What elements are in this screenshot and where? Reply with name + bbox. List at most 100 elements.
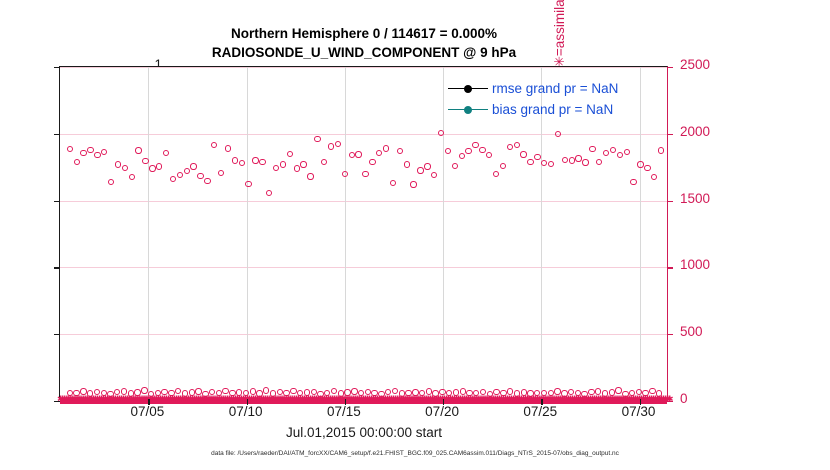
- data-point-obs-possible: [609, 146, 617, 154]
- data-point-obs-low-count: [418, 389, 426, 397]
- data-point-obs-low-count: [86, 390, 94, 397]
- data-point-obs-possible: [651, 174, 658, 181]
- data-point-obs-low-count: [554, 388, 561, 395]
- data-point-obs-possible: [224, 145, 232, 152]
- data-point-obs-low-count: [385, 388, 392, 395]
- x-axis-tick: [443, 399, 445, 405]
- y-axis-left-tick: [54, 334, 60, 336]
- data-point-obs-possible: [149, 165, 156, 172]
- data-point-obs-low-count: [147, 390, 155, 397]
- data-point-obs-possible: [94, 151, 101, 159]
- y-axis-right-tick: [667, 267, 673, 269]
- data-point-obs-low-count: [73, 390, 80, 397]
- legend-marker-bias: [448, 105, 488, 114]
- data-point-obs-low-count: [235, 389, 243, 396]
- data-point-obs-low-count: [405, 389, 412, 396]
- y-axis-right-tick-label: 1000: [680, 257, 711, 273]
- data-point-obs-low-count: [601, 390, 609, 397]
- x-axis-tick: [639, 399, 641, 405]
- data-point-obs-possible: [217, 170, 225, 177]
- data-point-obs-low-count: [655, 390, 663, 397]
- data-point-obs-possible: [231, 157, 239, 164]
- data-point-obs-possible: [156, 163, 163, 170]
- data-point-obs-low-count: [256, 390, 263, 397]
- legend-item-rmse[interactable]: rmse grand pr = NaN: [448, 78, 643, 99]
- y-axis-left-tick: [54, 401, 60, 403]
- data-point-obs-possible: [135, 147, 142, 154]
- chart-title: Northern Hemisphere 0 / 114617 = 0.000% …: [59, 24, 669, 62]
- data-point-obs-low-count: [310, 388, 317, 396]
- data-point-obs-low-count: [229, 390, 236, 397]
- x-axis-tick-label: 07/15: [326, 404, 361, 419]
- data-point-obs-low-count: [466, 390, 473, 397]
- data-point-obs-possible: [334, 140, 342, 148]
- data-point-obs-low-count: [506, 388, 514, 395]
- data-point-obs-low-count: [317, 390, 324, 397]
- data-point-obs-low-count: [215, 389, 223, 397]
- data-point-obs-low-count: [391, 387, 399, 395]
- data-point-obs-possible: [66, 145, 74, 153]
- data-point-obs-possible: [472, 141, 479, 149]
- y-axis-right-tick: [667, 200, 673, 202]
- data-point-obs-possible: [396, 147, 404, 155]
- data-point-obs-low-count: [107, 390, 114, 398]
- vertical-gridline: [148, 67, 150, 399]
- data-point-obs-low-count: [412, 389, 419, 396]
- data-point-obs-low-count: [378, 390, 385, 398]
- data-point-obs-possible: [630, 178, 637, 186]
- data-point-obs-low-count: [168, 389, 175, 397]
- data-point-obs-possible: [183, 168, 190, 175]
- data-point-obs-possible: [73, 158, 80, 166]
- x-axis-tick: [541, 399, 543, 405]
- data-point-obs-low-count: [479, 388, 487, 396]
- data-layer: ✱✱✱✱✱✱✱✱✱✱✱✱✱✱✱✱✱✱✱✱✱✱✱✱✱✱✱✱✱✱✱✱✱✱✱✱✱✱✱✱…: [57, 67, 674, 405]
- data-point-obs-low-count: [269, 390, 277, 397]
- data-point-obs-possible: [479, 146, 486, 154]
- data-point-obs-low-count: [181, 390, 189, 397]
- legend-item-bias[interactable]: bias grand pr = NaN: [448, 99, 643, 120]
- data-point-obs-low-count: [357, 390, 365, 397]
- data-point-obs-low-count: [141, 387, 148, 394]
- data-point-obs-low-count: [425, 388, 433, 395]
- y-axis-right-tick: [667, 133, 673, 136]
- data-point-obs-low-count: [161, 388, 168, 395]
- data-point-obs-low-count: [120, 388, 128, 395]
- data-point-obs-low-count: [114, 388, 121, 396]
- y-axis-left-tick: [54, 267, 60, 269]
- data-point-obs-low-count: [324, 389, 331, 397]
- data-point-obs-low-count: [351, 388, 358, 395]
- y-axis-right-tick: [667, 334, 673, 336]
- data-point-obs-possible: [534, 153, 541, 161]
- data-point-obs-possible: [307, 173, 314, 180]
- data-point-obs-possible: [87, 146, 94, 154]
- x-axis-tick-label: 07/30: [621, 404, 656, 419]
- data-point-obs-low-count: [371, 389, 378, 397]
- data-point-obs-low-count: [581, 390, 588, 398]
- data-point-obs-possible: [520, 151, 527, 158]
- data-point-obs-possible: [499, 162, 507, 170]
- data-point-obs-low-count: [93, 388, 101, 396]
- data-point-obs-possible: [424, 163, 431, 170]
- data-point-obs-possible: [176, 172, 184, 179]
- data-point-obs-possible: [128, 174, 135, 181]
- legend[interactable]: rmse grand pr = NaN bias grand pr = NaN: [448, 78, 643, 120]
- y-axis-left-tick-label: 1: [154, 57, 162, 72]
- data-point-obs-possible: [369, 158, 376, 166]
- data-point-obs-low-count: [567, 388, 575, 396]
- data-point-obs-low-count: [242, 389, 250, 396]
- plot-area: ✱✱✱✱✱✱✱✱✱✱✱✱✱✱✱✱✱✱✱✱✱✱✱✱✱✱✱✱✱✱✱✱✱✱✱✱✱✱✱✱…: [54, 66, 674, 405]
- horizontal-gridline: [60, 334, 667, 336]
- data-point-obs-low-count: [608, 389, 615, 396]
- data-point-obs-possible: [541, 160, 548, 167]
- data-point-obs-low-count: [459, 388, 466, 395]
- data-point-obs-possible: [197, 172, 204, 180]
- legend-label-rmse: rmse grand pr = NaN: [492, 81, 619, 96]
- data-point-obs-possible: [644, 164, 651, 172]
- x-axis-tick: [344, 399, 347, 405]
- data-point-obs-low-count: [486, 390, 494, 398]
- data-point-obs-possible: [575, 155, 582, 162]
- data-point-obs-possible: [252, 157, 259, 164]
- data-point-obs-low-count: [473, 389, 480, 397]
- data-point-obs-possible: [451, 162, 459, 170]
